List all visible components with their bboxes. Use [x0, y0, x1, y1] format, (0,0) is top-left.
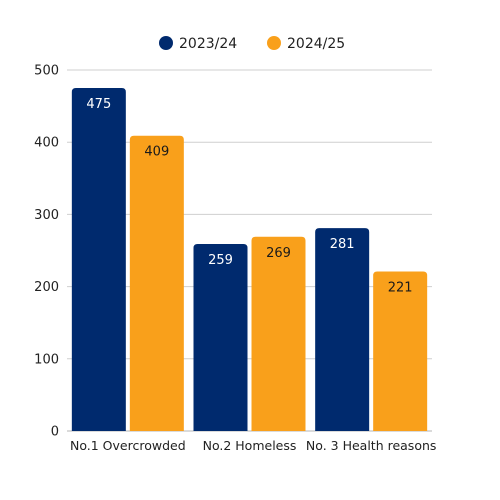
- y-tick-label: 200: [34, 280, 59, 295]
- bar-series1: [193, 244, 248, 431]
- data-label: 281: [330, 237, 355, 252]
- y-axis-ticks: 0 100 200 300 400 500: [34, 64, 59, 440]
- data-label: 269: [266, 246, 291, 261]
- data-label: 259: [208, 253, 233, 268]
- bar-series1: [71, 88, 126, 432]
- bar-series1: [315, 228, 370, 431]
- bar-series2: [373, 271, 428, 431]
- data-labels: 475 409 259 269 281 221: [86, 97, 412, 295]
- bar-series2: [251, 236, 306, 431]
- x-category-label: No.1 Overcrowded: [70, 438, 186, 453]
- bar-series2: [129, 135, 184, 431]
- data-label: 475: [86, 97, 111, 112]
- y-tick-label: 100: [34, 352, 59, 367]
- data-label: 221: [388, 280, 413, 295]
- x-category-label: No.2 Homeless: [203, 438, 297, 453]
- legend-label: 2023/24: [179, 36, 237, 52]
- y-tick-label: 300: [34, 208, 59, 223]
- y-tick-label: 500: [34, 64, 59, 79]
- legend-swatch: [267, 36, 281, 50]
- bars: [71, 88, 428, 432]
- x-category-label: No. 3 Health reasons: [306, 438, 436, 453]
- data-label: 409: [144, 145, 169, 160]
- y-tick-label: 0: [51, 425, 59, 440]
- x-axis-categories: No.1 Overcrowded No.2 Homeless No. 3 Healt…: [70, 438, 436, 453]
- legend-label: 2024/25: [287, 36, 345, 52]
- legend-swatch: [159, 36, 173, 50]
- y-tick-label: 400: [34, 136, 59, 151]
- legend: 2023/24 2024/25: [159, 36, 345, 52]
- gridlines: [67, 69, 432, 432]
